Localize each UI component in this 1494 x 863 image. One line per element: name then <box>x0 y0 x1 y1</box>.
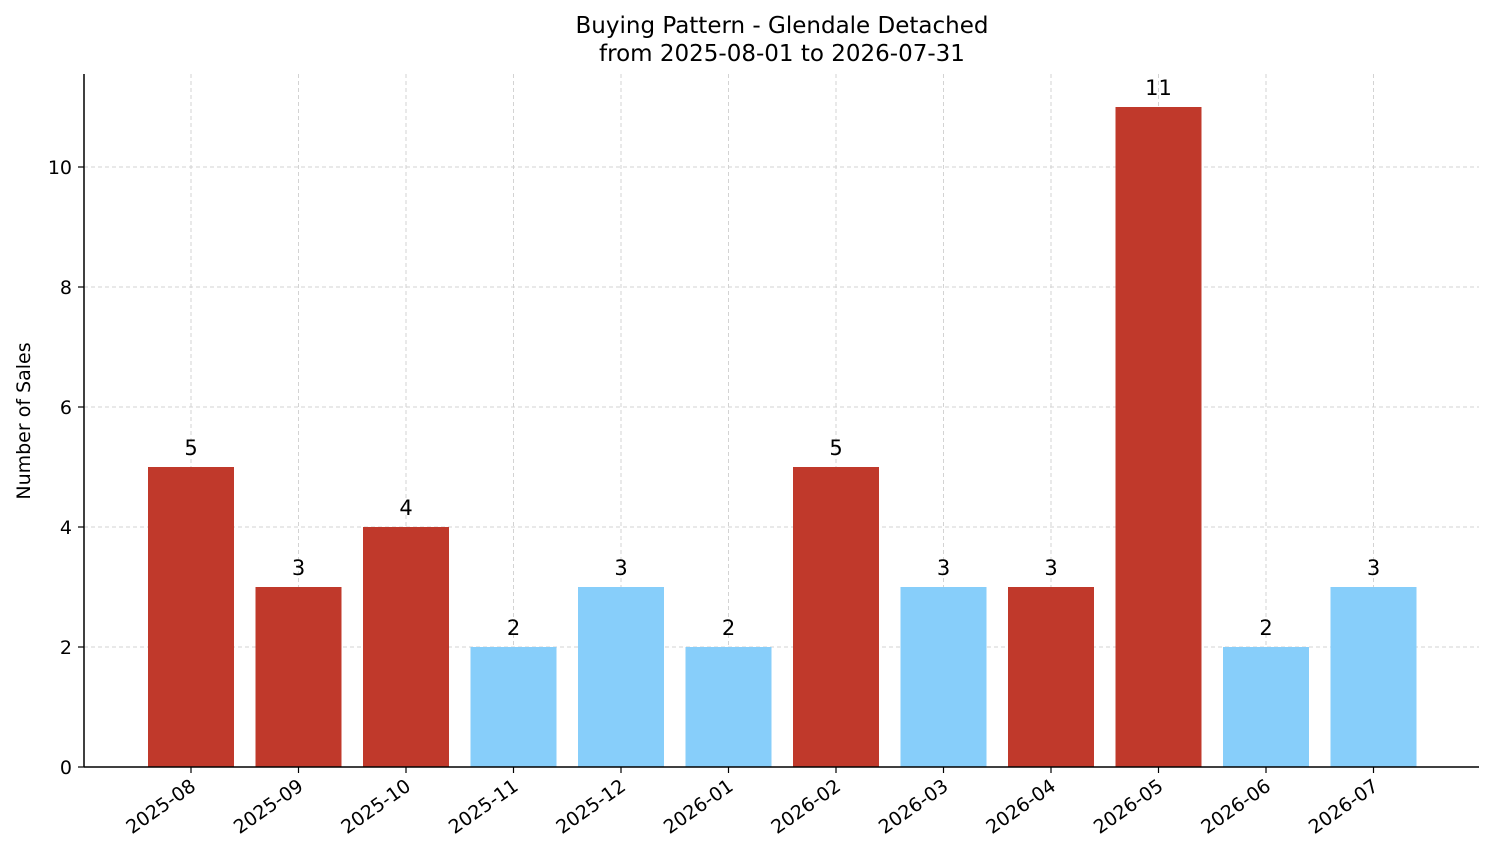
y-tick-label: 8 <box>60 277 72 299</box>
x-tick-label: 2026-03 <box>875 775 953 839</box>
bar-2025-12 <box>578 587 664 767</box>
x-tick-label: 2026-02 <box>767 775 845 839</box>
value-label-2026-03: 3 <box>937 556 950 580</box>
bar-2025-11 <box>470 647 557 767</box>
x-tick-label: 2025-11 <box>445 775 523 839</box>
x-tick-label: 2026-06 <box>1197 775 1275 839</box>
x-tick-label: 2025-10 <box>337 775 415 839</box>
x-tick-label: 2025-08 <box>122 775 200 839</box>
value-label-2025-09: 3 <box>292 556 305 580</box>
x-tick-label: 2025-09 <box>230 775 308 839</box>
bar-2025-09 <box>255 587 342 767</box>
bar-2026-02 <box>793 467 879 767</box>
value-label-2025-10: 4 <box>399 496 412 520</box>
bar-2025-10 <box>363 527 449 767</box>
value-label-2026-01: 2 <box>722 616 735 640</box>
value-label-2026-07: 3 <box>1367 556 1380 580</box>
bar-2026-07 <box>1330 587 1417 767</box>
value-label-2025-08: 5 <box>184 436 197 460</box>
value-label-2026-02: 5 <box>829 436 842 460</box>
x-tick-label: 2025-12 <box>552 775 630 839</box>
y-tick-label: 6 <box>60 397 72 419</box>
value-label-2026-04: 3 <box>1044 556 1057 580</box>
bar-2026-03 <box>900 587 987 767</box>
bar-2026-01 <box>685 647 772 767</box>
chart-subtitle: from 2025-08-01 to 2026-07-31 <box>599 41 965 67</box>
y-tick-label: 4 <box>60 517 72 539</box>
y-tick-label: 2 <box>60 637 72 659</box>
bar-2026-04 <box>1008 587 1094 767</box>
x-tick-label: 2026-01 <box>660 775 738 839</box>
bar-2025-08 <box>148 467 234 767</box>
y-tick-label: 0 <box>60 757 72 779</box>
chart-title: Buying Pattern - Glendale Detached <box>576 13 989 39</box>
x-tick-label: 2026-04 <box>982 775 1060 839</box>
x-tick-label: 2026-05 <box>1090 775 1168 839</box>
x-tick-label: 2026-07 <box>1305 775 1383 839</box>
y-tick-label: 10 <box>48 157 72 179</box>
value-label-2025-11: 2 <box>507 616 520 640</box>
value-label-2025-12: 3 <box>614 556 627 580</box>
value-label-2026-06: 2 <box>1259 616 1272 640</box>
y-axis-label: Number of Sales <box>13 342 35 499</box>
bar-2026-05 <box>1115 107 1202 767</box>
bar-2026-06 <box>1223 647 1309 767</box>
bar-layer: 5 3 4 2 3 2 5 3 3 11 2 3 <box>148 76 1417 767</box>
value-label-2026-05: 11 <box>1145 76 1172 100</box>
